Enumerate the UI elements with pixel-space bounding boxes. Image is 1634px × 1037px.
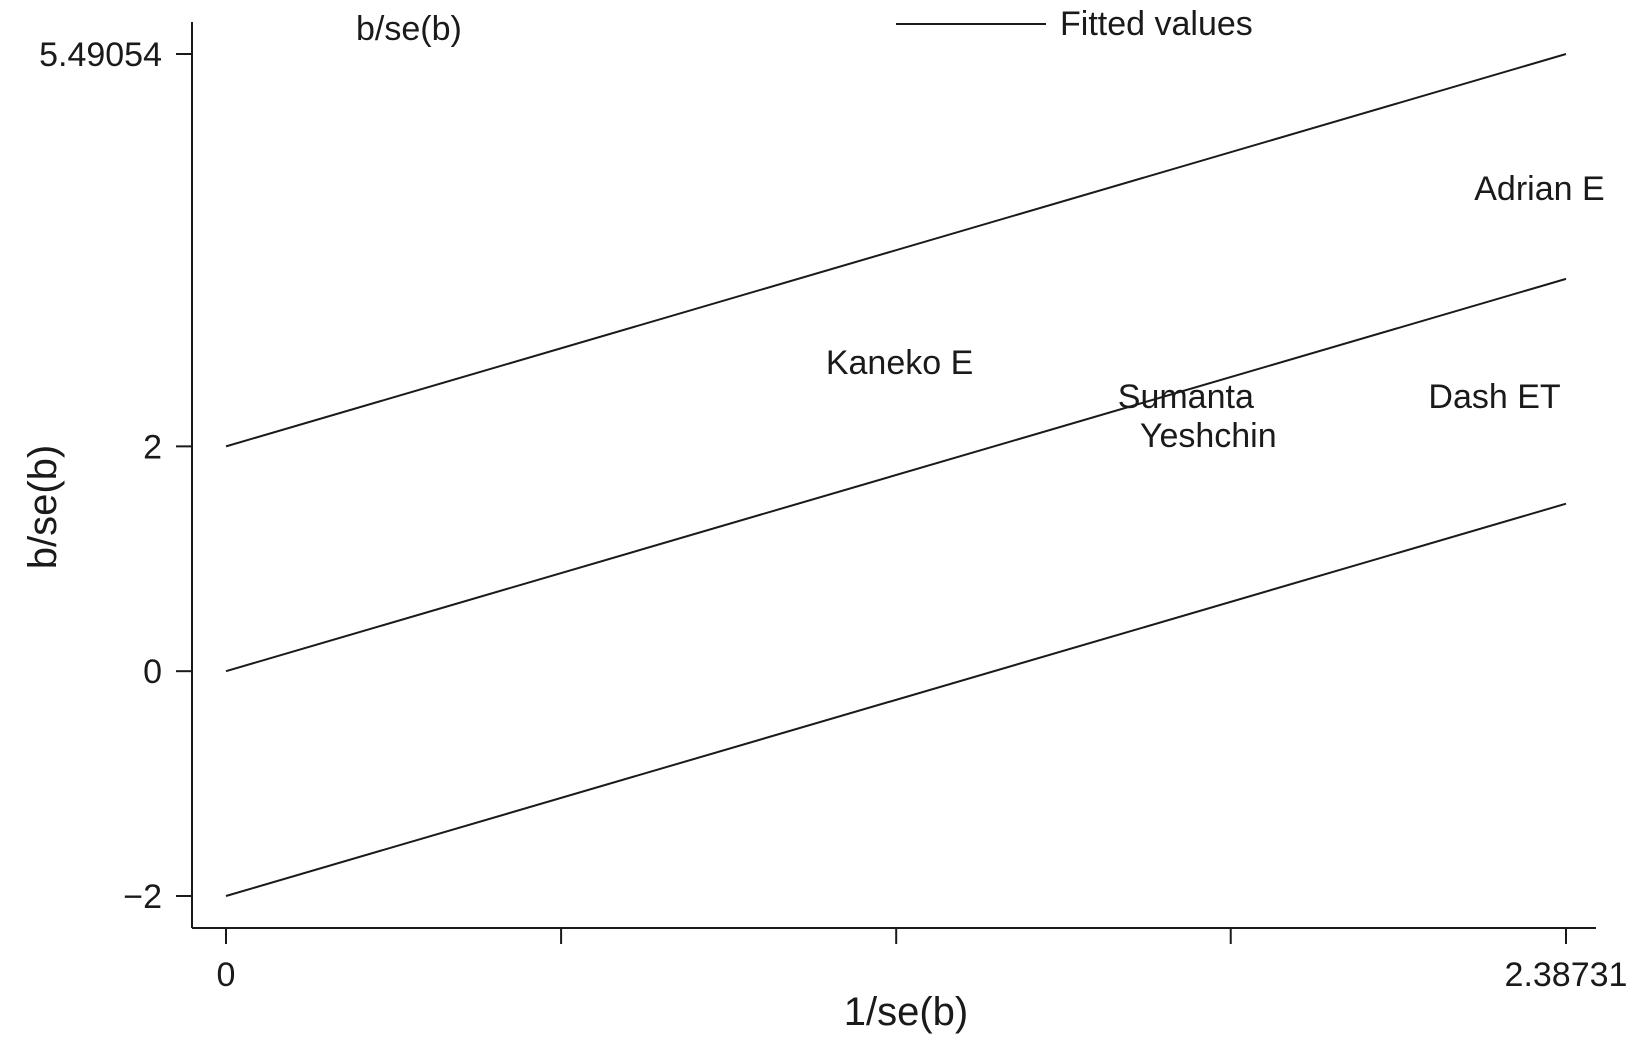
study-label: Kaneko E <box>826 344 973 382</box>
fitted-line <box>225 502 1567 897</box>
study-label: Sumanta <box>1118 378 1254 416</box>
fitted-line <box>225 53 1567 448</box>
x-axis-ticks: 0 2.38731 <box>217 928 1628 994</box>
y-axis-ticks: −2 0 2 5.49054 <box>39 36 192 916</box>
legend-label-fitted-values: Fitted values <box>1060 5 1253 43</box>
y-tick-label: −2 <box>123 878 162 916</box>
y-axis-title: b/se(b) <box>21 445 65 570</box>
series-label: b/se(b) <box>356 10 462 48</box>
study-label: Yeshchin <box>1140 417 1277 455</box>
x-axis-title: 1/se(b) <box>844 990 969 1034</box>
fitted-lines <box>225 53 1567 897</box>
y-tick-label: 5.49054 <box>39 36 162 74</box>
x-tick-label: 0 <box>217 956 236 994</box>
y-tick-label: 2 <box>143 428 162 466</box>
study-label: Dash ET <box>1428 378 1560 416</box>
x-tick-label: 2.38731 <box>1505 956 1628 994</box>
y-tick-label: 0 <box>143 653 162 691</box>
fitted-line <box>225 277 1567 673</box>
study-label: Adrian E <box>1474 170 1604 208</box>
